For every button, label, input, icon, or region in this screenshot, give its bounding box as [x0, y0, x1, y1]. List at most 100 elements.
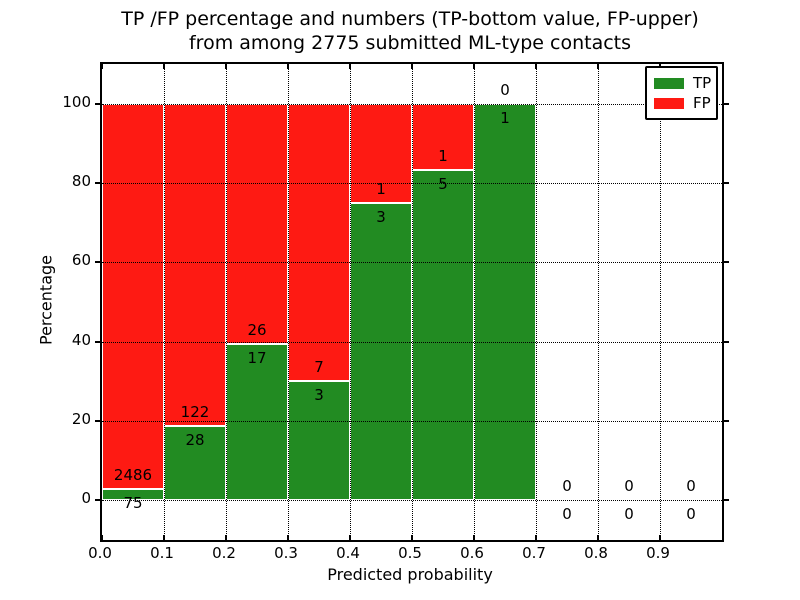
- bar-segment-tp: [288, 381, 350, 501]
- x-tick-bottom: [287, 535, 289, 540]
- x-tick-top: [597, 64, 599, 69]
- grid-line-vertical: [474, 64, 475, 540]
- x-tick-top: [101, 64, 103, 69]
- annotation-tp-count: 0: [624, 505, 634, 524]
- annotation-fp-count: 0: [562, 477, 572, 496]
- y-tick-right: [724, 340, 729, 343]
- annotation-fp-count: 7: [314, 358, 324, 377]
- annotation-tp-count: 17: [247, 348, 267, 367]
- y-tick-right: [724, 420, 729, 422]
- bar-segment-fp: [226, 103, 288, 344]
- legend-row: FP: [647, 93, 716, 113]
- grid-line-vertical: [164, 64, 165, 540]
- grid-line-vertical: [350, 64, 351, 540]
- annotation-tp-count: 0: [686, 505, 696, 524]
- x-tick-top: [535, 64, 537, 69]
- y-tick-left: [95, 102, 100, 105]
- annotation-tp-count: 1: [500, 108, 510, 127]
- annotation-tp-count: 3: [314, 386, 324, 405]
- bar-segment-tp: [164, 426, 226, 501]
- x-tick-top: [287, 64, 289, 69]
- annotation-fp-count: 2486: [113, 465, 153, 484]
- y-tick-left: [95, 499, 100, 502]
- y-tick-left: [95, 420, 100, 422]
- y-tick-right: [724, 182, 729, 184]
- x-tick-top: [225, 64, 227, 69]
- x-tick-bottom: [349, 535, 351, 540]
- x-tick-label: 0.7: [522, 544, 546, 562]
- bar-segment-tp: [350, 202, 412, 501]
- x-tick-bottom: [473, 535, 475, 540]
- x-axis-label: Predicted probability: [327, 565, 493, 584]
- y-tick-right: [724, 261, 729, 264]
- y-tick-left: [95, 340, 100, 343]
- chart-title: TP /FP percentage and numbers (TP-bottom…: [100, 7, 720, 55]
- bar-segment-fp: [164, 103, 226, 427]
- x-tick-top: [349, 64, 351, 69]
- plot-area: 2486 75 122 28 26 17 7 3 1 3 1 5 0 1 0 0 0 0 0 0: [95, 62, 729, 542]
- legend-swatch-tp: [654, 77, 684, 89]
- grid-line-vertical: [598, 64, 599, 540]
- x-tick-bottom: [659, 535, 661, 540]
- bar-segment-tp: [412, 169, 474, 501]
- x-tick-bottom: [411, 535, 413, 540]
- y-tick-label: 60: [71, 251, 91, 270]
- annotation-fp-count: 0: [500, 80, 510, 99]
- grid-line-vertical: [660, 64, 661, 540]
- legend-label-tp: TP: [693, 74, 712, 92]
- bar-segment-tp: [102, 488, 164, 501]
- grid-line-vertical: [412, 64, 413, 540]
- y-tick-label: 20: [71, 410, 91, 428]
- annotation-fp-count: 1: [376, 179, 386, 198]
- annotation-fp-count: 26: [247, 320, 267, 339]
- grid-line-vertical: [288, 64, 289, 540]
- x-tick-label: 0.5: [398, 544, 422, 562]
- chart-title-line2: from among 2775 submitted ML-type contac…: [188, 32, 632, 54]
- x-tick-top: [163, 64, 165, 69]
- x-tick-bottom: [597, 535, 599, 540]
- x-tick-bottom: [225, 535, 227, 540]
- grid-line-vertical: [226, 64, 227, 540]
- y-tick-label: 0: [81, 489, 91, 508]
- bar-segment-fp: [350, 103, 412, 203]
- x-tick-label: 0.4: [336, 544, 360, 562]
- x-tick-label: 0.8: [584, 544, 608, 562]
- x-tick-top: [473, 64, 475, 69]
- bar-segment-fp: [288, 103, 350, 382]
- annotation-tp-count: 3: [376, 207, 386, 226]
- x-tick-label: 0.3: [274, 544, 298, 562]
- grid-line-vertical: [536, 64, 537, 540]
- annotation-fp-count: 1: [438, 146, 448, 165]
- legend: TP FP: [645, 66, 718, 120]
- annotation-fp-count: 0: [624, 477, 634, 496]
- y-tick-label: 100: [62, 92, 91, 111]
- annotation-tp-count: 0: [562, 505, 572, 524]
- x-tick-label: 0.2: [212, 544, 236, 562]
- annotation-tp-count: 28: [185, 431, 205, 450]
- x-tick-label: 0.1: [150, 544, 174, 562]
- bar-segment-fp: [102, 103, 164, 489]
- chart-title-line1: TP /FP percentage and numbers (TP-bottom…: [121, 8, 699, 30]
- annotation-tp-count: 75: [123, 493, 143, 512]
- annotation-fp-count: 0: [686, 477, 696, 496]
- y-tick-left: [95, 182, 100, 184]
- bar-segment-tp: [474, 103, 536, 501]
- y-tick-left: [95, 261, 100, 264]
- y-tick-label: 80: [71, 172, 91, 190]
- x-tick-label: 0.0: [88, 544, 112, 562]
- x-tick-top: [411, 64, 413, 69]
- y-tick-right: [724, 102, 729, 105]
- annotation-tp-count: 5: [438, 174, 448, 193]
- x-tick-label: 0.9: [646, 544, 670, 562]
- legend-label-fp: FP: [693, 94, 711, 112]
- legend-row: TP: [647, 73, 716, 93]
- x-tick-bottom: [535, 535, 537, 540]
- x-tick-label: 0.6: [460, 544, 484, 562]
- x-tick-bottom: [101, 535, 103, 540]
- annotation-fp-count: 122: [180, 403, 210, 422]
- legend-swatch-fp: [654, 97, 684, 109]
- y-tick-label: 40: [71, 330, 91, 349]
- y-tick-right: [724, 499, 729, 502]
- x-tick-bottom: [163, 535, 165, 540]
